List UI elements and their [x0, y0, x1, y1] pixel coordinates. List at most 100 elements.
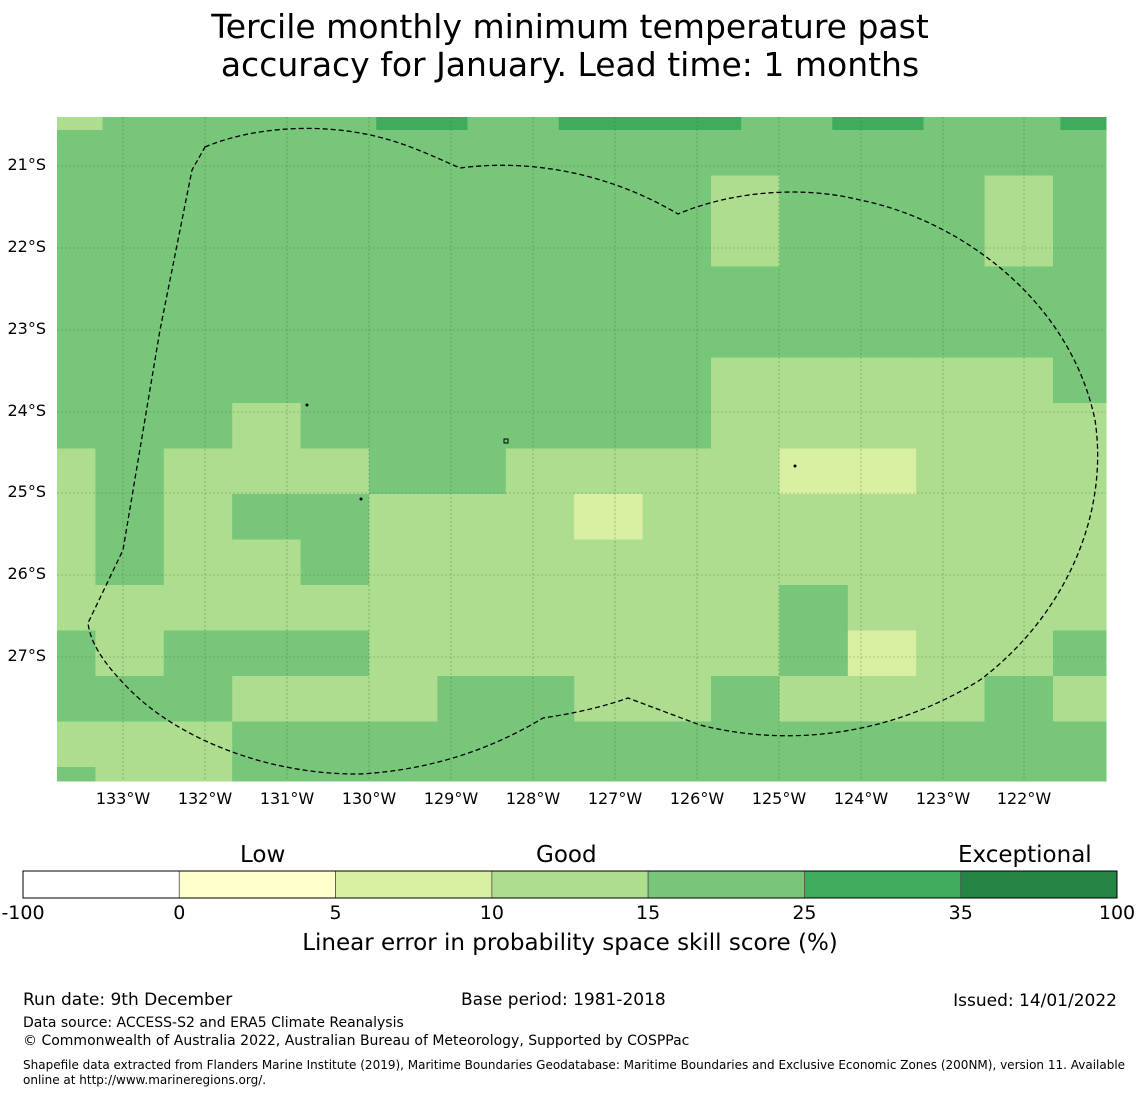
grid-cell — [369, 448, 438, 495]
grid-cell — [711, 676, 780, 722]
colorbar-tick-label: 25 — [792, 902, 817, 924]
grid-cell — [984, 630, 1054, 677]
grid-cell — [847, 266, 917, 313]
grid-cell — [437, 494, 507, 540]
grid-cell — [847, 585, 917, 631]
grid-cell — [369, 312, 438, 358]
grid-cell — [232, 585, 302, 631]
grid-cell — [574, 266, 644, 313]
grid-cell — [574, 630, 644, 677]
grid-cell — [57, 676, 96, 722]
grid-cell — [437, 175, 507, 222]
grid-cell — [574, 130, 644, 176]
grid-cell — [232, 130, 302, 176]
colorbar-tick-label: 100 — [1098, 902, 1136, 924]
longitude-label: 123°W — [915, 789, 971, 808]
grid-cell — [832, 117, 879, 130]
grid-cell — [437, 767, 507, 782]
grid-cell — [163, 767, 233, 782]
grid-cell — [505, 266, 575, 313]
grid-cell — [505, 630, 575, 677]
grid-cell — [1053, 130, 1107, 176]
grid-cell — [711, 357, 780, 404]
colorbar-category-low: Low — [240, 842, 286, 868]
grid-cell — [369, 266, 438, 313]
grid-cell — [1053, 539, 1107, 586]
grid-cell — [1053, 767, 1107, 782]
grid-cell — [300, 721, 370, 768]
grid-cell — [57, 494, 96, 540]
grid-cell — [711, 585, 780, 631]
grid-cell — [57, 130, 96, 176]
grid-cell — [163, 585, 233, 631]
grid-cell — [300, 312, 370, 358]
grid-cell — [574, 585, 644, 631]
grid-cell — [711, 494, 780, 540]
grid-cell — [57, 266, 96, 313]
grid-cell — [95, 630, 165, 677]
grid-cell — [95, 130, 165, 176]
grid-cell — [984, 312, 1054, 358]
grid-cell — [437, 676, 507, 722]
latitude-label: 23°S — [7, 319, 46, 338]
grid-cell — [232, 630, 302, 677]
grid-cell — [642, 721, 712, 768]
grid-cell — [642, 585, 712, 631]
grid-cell — [421, 117, 468, 130]
base-period: Base period: 1981-2018 — [461, 990, 666, 1010]
title-line-1: Tercile monthly minimum temperature past — [211, 7, 929, 46]
grid-cell — [847, 130, 917, 176]
grid-cell — [574, 312, 644, 358]
grid-cell — [95, 494, 165, 540]
latitude-label: 25°S — [7, 482, 46, 501]
grid-cell — [779, 357, 849, 404]
grid-cell — [916, 357, 986, 404]
grid-cell — [779, 585, 849, 631]
grid-cell — [57, 312, 96, 358]
grid-cell — [95, 357, 165, 404]
colorbar-segment — [647, 870, 805, 899]
grid-cell — [232, 676, 302, 722]
grid-cell — [369, 585, 438, 631]
latitude-label: 26°S — [7, 564, 46, 583]
grid-cell — [711, 630, 780, 677]
grid-cell — [984, 448, 1054, 495]
grid-cell — [779, 266, 849, 313]
longitude-label: 122°W — [996, 789, 1052, 808]
grid-cell — [232, 357, 302, 404]
grid-cell — [95, 448, 165, 495]
grid-cell — [984, 130, 1054, 176]
grid-cell — [847, 676, 917, 722]
grid-cell — [923, 117, 970, 130]
grid-cell — [232, 266, 302, 313]
grid-cell — [642, 448, 712, 495]
grid-cell — [369, 494, 438, 540]
grid-cell — [847, 448, 917, 495]
grid-cell — [711, 312, 780, 358]
grid-cell — [779, 721, 849, 768]
grid-cell — [574, 357, 644, 404]
grid-cell — [916, 403, 986, 449]
grid-cell — [711, 448, 780, 495]
grid-cell — [285, 117, 332, 130]
grid-cell — [916, 767, 986, 782]
grid-cell — [558, 117, 605, 130]
grid-cell — [969, 117, 1016, 130]
grid-cell — [1053, 175, 1107, 222]
longitude-label: 125°W — [751, 789, 807, 808]
grid-cell — [847, 767, 917, 782]
grid-cell — [847, 312, 917, 358]
grid-cell — [1053, 403, 1107, 449]
grid-cell — [163, 494, 233, 540]
grid-cell — [847, 403, 917, 449]
graticule — [57, 117, 1106, 781]
grid-cell — [847, 357, 917, 404]
grid-cell — [57, 175, 96, 222]
grid-cell — [95, 266, 165, 313]
grid-cell — [916, 585, 986, 631]
grid-cell — [574, 721, 644, 768]
grid-cell — [916, 266, 986, 313]
grid-cell — [57, 721, 96, 768]
grid-cell — [505, 130, 575, 176]
grid-cell — [300, 539, 370, 586]
